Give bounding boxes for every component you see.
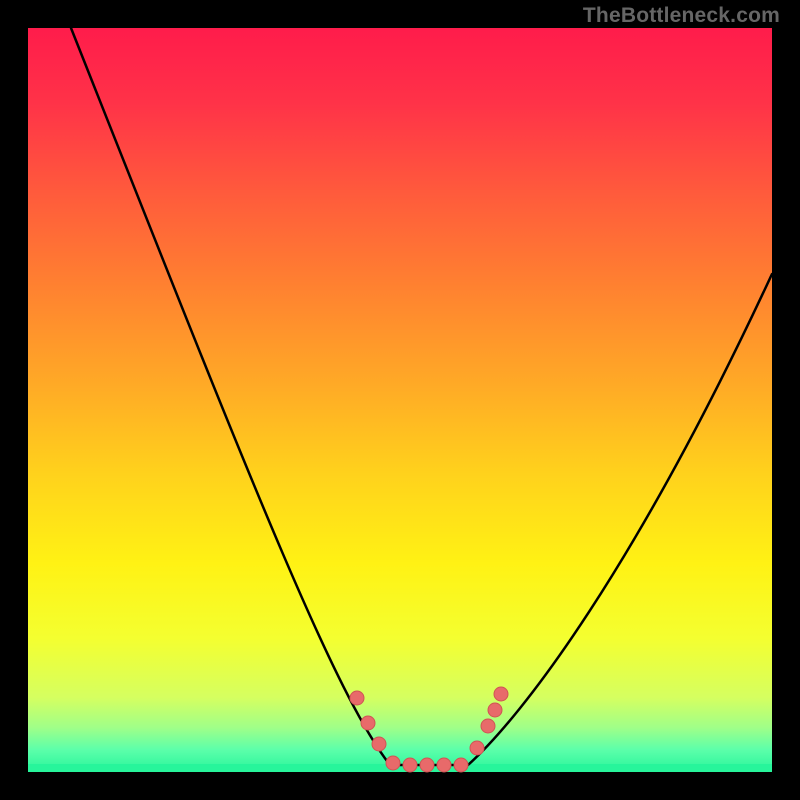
bottleneck-chart [0, 0, 800, 800]
data-marker [350, 691, 364, 705]
data-marker [494, 687, 508, 701]
data-marker [361, 716, 375, 730]
data-marker [420, 758, 434, 772]
data-marker [403, 758, 417, 772]
data-marker [481, 719, 495, 733]
data-marker [470, 741, 484, 755]
chart-container: TheBottleneck.com [0, 0, 800, 800]
data-marker [386, 756, 400, 770]
data-marker [488, 703, 502, 717]
data-marker [454, 758, 468, 772]
gradient-background [28, 28, 772, 772]
data-marker [437, 758, 451, 772]
watermark-text: TheBottleneck.com [583, 4, 780, 28]
data-marker [372, 737, 386, 751]
